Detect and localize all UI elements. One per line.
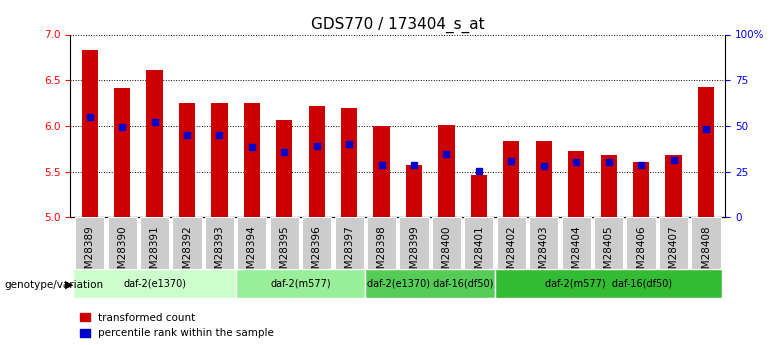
Bar — [147, 70, 163, 217]
Text: daf-2(m577)  daf-16(df50): daf-2(m577) daf-16(df50) — [545, 279, 672, 289]
Text: GSM28403: GSM28403 — [539, 225, 549, 282]
Bar — [529, 217, 558, 269]
Bar — [367, 217, 396, 269]
Text: GSM28401: GSM28401 — [474, 225, 484, 282]
Bar — [665, 155, 682, 217]
Text: GSM28393: GSM28393 — [215, 225, 225, 282]
Bar — [698, 87, 714, 217]
Bar — [626, 217, 656, 269]
Bar — [562, 217, 590, 269]
Bar — [82, 50, 98, 217]
Text: daf-2(e1370): daf-2(e1370) — [123, 279, 186, 289]
Bar — [503, 141, 519, 217]
Text: GSM28397: GSM28397 — [344, 225, 354, 282]
Bar — [365, 269, 495, 298]
Bar — [73, 269, 236, 298]
Text: daf-2(m577): daf-2(m577) — [270, 279, 331, 289]
Bar — [464, 217, 494, 269]
Text: GSM28404: GSM28404 — [571, 225, 581, 282]
Bar — [495, 269, 722, 298]
Bar — [438, 125, 455, 217]
Bar — [691, 217, 721, 269]
Bar — [140, 217, 169, 269]
Bar — [75, 217, 105, 269]
Text: GSM28405: GSM28405 — [604, 225, 614, 282]
Bar — [432, 217, 461, 269]
Text: GSM28399: GSM28399 — [409, 225, 419, 282]
Legend: transformed count, percentile rank within the sample: transformed count, percentile rank withi… — [76, 309, 278, 342]
Text: GSM28390: GSM28390 — [117, 225, 127, 282]
Bar — [374, 126, 390, 217]
Bar — [179, 103, 195, 217]
Title: GDS770 / 173404_s_at: GDS770 / 173404_s_at — [311, 17, 484, 33]
Bar — [536, 141, 552, 217]
Text: GSM28389: GSM28389 — [85, 225, 94, 282]
Text: GSM28394: GSM28394 — [246, 225, 257, 282]
Bar — [205, 217, 234, 269]
Bar — [236, 269, 365, 298]
Text: GSM28406: GSM28406 — [636, 225, 646, 282]
Bar — [659, 217, 688, 269]
Bar — [270, 217, 299, 269]
Bar — [237, 217, 267, 269]
Text: daf-2(e1370) daf-16(df50): daf-2(e1370) daf-16(df50) — [367, 279, 494, 289]
Bar — [335, 217, 363, 269]
Bar — [601, 155, 617, 217]
Bar — [243, 103, 260, 217]
Text: GSM28395: GSM28395 — [279, 225, 289, 282]
Text: GSM28400: GSM28400 — [441, 225, 452, 282]
Bar — [594, 217, 623, 269]
Text: ▶: ▶ — [65, 280, 73, 289]
Text: GSM28408: GSM28408 — [701, 225, 711, 282]
Text: GSM28398: GSM28398 — [377, 225, 387, 282]
Bar — [114, 88, 130, 217]
Bar — [399, 217, 429, 269]
Text: GSM28407: GSM28407 — [668, 225, 679, 282]
Text: GSM28402: GSM28402 — [506, 225, 516, 282]
Bar — [108, 217, 136, 269]
Bar — [302, 217, 332, 269]
Text: GSM28392: GSM28392 — [182, 225, 192, 282]
Bar — [309, 106, 324, 217]
Bar — [568, 151, 584, 217]
Bar — [211, 103, 228, 217]
Bar — [276, 119, 292, 217]
Bar — [633, 162, 649, 217]
Text: GSM28391: GSM28391 — [150, 225, 160, 282]
Bar — [341, 108, 357, 217]
Bar — [406, 165, 422, 217]
Bar — [497, 217, 526, 269]
Text: genotype/variation: genotype/variation — [4, 280, 103, 289]
Text: GSM28396: GSM28396 — [312, 225, 321, 282]
Bar — [172, 217, 201, 269]
Bar — [471, 175, 487, 217]
